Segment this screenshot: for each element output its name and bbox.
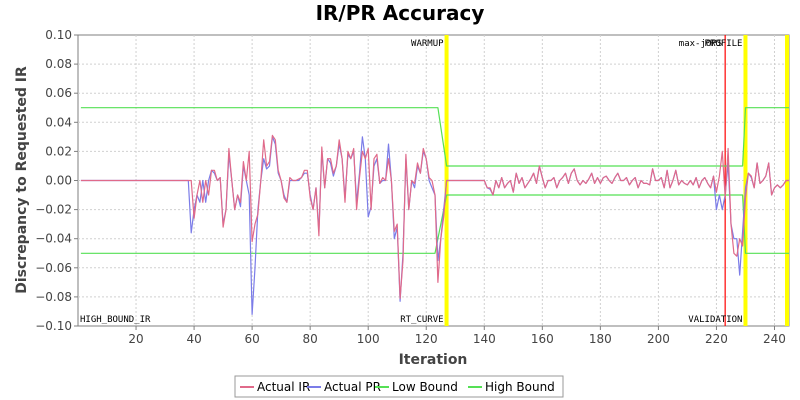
event-marker-label: WARMUP [411, 39, 444, 49]
legend-label: Actual PR [324, 380, 381, 394]
x-tick-label: 140 [473, 332, 496, 346]
y-axis-label: Discrepancy to Requested IR [14, 66, 30, 294]
legend-label: Actual IR [257, 380, 310, 394]
legend-box [234, 375, 564, 398]
x-tick-label: 200 [647, 332, 670, 346]
y-tick-label: −0.10 [35, 319, 72, 333]
x-tick-label: 160 [531, 332, 554, 346]
series-line-high-bound [80, 107, 789, 167]
event-marker-label: PROFILE [705, 39, 743, 49]
y-tick-label: 0.08 [45, 57, 72, 71]
x-axis-label: Iteration [399, 352, 468, 368]
series-line-low-bound [80, 194, 789, 254]
x-tick-label: 180 [589, 332, 612, 346]
y-tick-label: 0.04 [45, 115, 72, 129]
y-axis-ticks: −0.10 −0.08 −0.06 −0.04 −0.02 0.00 0.02 0.04 0.0… [35, 28, 78, 333]
y-tick-label: −0.08 [35, 290, 72, 304]
x-tick-label: 60 [244, 332, 259, 346]
y-tick-label: −0.04 [35, 232, 72, 246]
legend: Actual IR Actual PR Low Bound High Bound [234, 375, 564, 398]
x-tick-label: 20 [128, 332, 143, 346]
y-tick-label: 0.00 [45, 174, 72, 188]
x-axis-ticks: 20 40 60 80 100 120 140 160 180 200 220 240 [128, 326, 786, 346]
x-tick-label: 100 [357, 332, 380, 346]
x-tick-label: 220 [705, 332, 728, 346]
legend-label: High Bound [485, 380, 555, 394]
event-marker-label: max-jOPS [679, 39, 722, 49]
y-tick-label: −0.06 [35, 261, 72, 275]
event-marker-label: RT_CURVE [400, 315, 443, 325]
x-tick-label: 240 [763, 332, 786, 346]
event-marker-label: VALIDATION [688, 315, 742, 325]
y-tick-label: 0.06 [45, 86, 72, 100]
y-tick-label: −0.02 [35, 203, 72, 217]
y-tick-label: 0.02 [45, 144, 72, 158]
chart-title: IR/PR Accuracy [316, 1, 485, 25]
series-line-actual-ir [80, 134, 789, 299]
x-tick-label: 40 [186, 332, 201, 346]
x-tick-label: 80 [303, 332, 318, 346]
x-tick-label: 120 [415, 332, 438, 346]
legend-label: Low Bound [392, 380, 458, 394]
corner-label: HIGH_BOUND_IR [80, 315, 151, 325]
series-lines [80, 107, 789, 315]
y-tick-label: 0.10 [45, 28, 72, 42]
